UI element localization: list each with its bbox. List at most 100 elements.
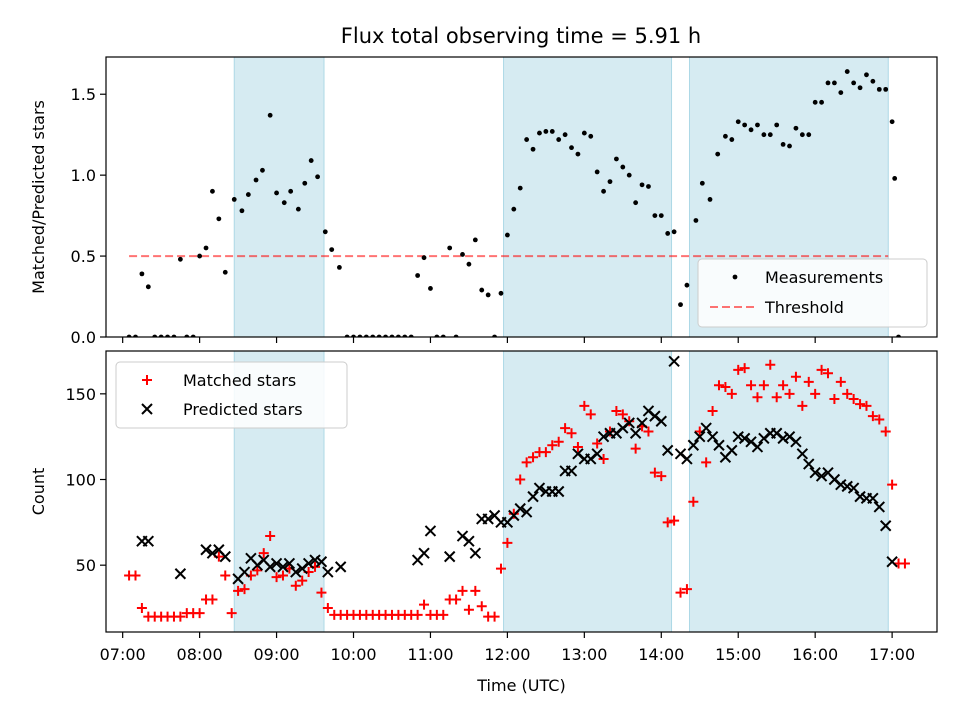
matched-star-marker (322, 603, 333, 614)
y-tick-label: 0.0 (71, 328, 96, 347)
matched-star-marker (528, 452, 539, 463)
legend-measurement-swatch (732, 274, 738, 280)
matched-star-marker (579, 400, 590, 411)
predicted-star-marker (777, 432, 789, 445)
plot-area (124, 351, 910, 632)
measurement-point (302, 180, 308, 186)
observing-window-band (233, 57, 325, 337)
matched-star-marker (675, 587, 686, 598)
measurement-point (556, 137, 562, 142)
measurement-point (639, 182, 645, 188)
predicted-star-marker (463, 535, 475, 547)
matched-star-marker (855, 399, 866, 410)
x-tick-label: 08:00 (177, 645, 223, 664)
measurement-point (253, 177, 259, 183)
matched-star-marker (861, 400, 872, 411)
predicted-star-marker (277, 561, 289, 573)
measurement-point (729, 137, 735, 142)
axes-frame (105, 350, 938, 633)
measurement-point (601, 188, 606, 194)
predicted-star-marker (142, 535, 155, 547)
matched-star-marker (752, 392, 763, 403)
measurement-point (281, 200, 287, 206)
predicted-star-marker (270, 557, 283, 570)
predicted-star-marker (418, 547, 430, 559)
legend-measurements-label: Measurements (765, 268, 883, 287)
measurement-point (735, 119, 741, 125)
legend: Measurements Threshold (697, 258, 928, 328)
y-tick-label: 50 (76, 556, 96, 575)
legend-box (115, 361, 348, 429)
measurement-point (755, 122, 760, 128)
measurement-point (267, 112, 273, 118)
predicted-star-marker (661, 444, 674, 457)
matched-star-marker (547, 440, 558, 451)
y-tick-label: 100 (65, 471, 96, 490)
measurement-point (260, 167, 265, 173)
x-tick-label: 11:00 (407, 645, 453, 664)
measurement-point (844, 69, 850, 74)
legend-matched-swatch (142, 375, 152, 385)
measurement-point (838, 90, 844, 96)
predicted-star-marker (835, 478, 847, 491)
measurement-point (889, 119, 895, 125)
matched-star-marker (194, 608, 205, 619)
matched-star-marker (540, 447, 551, 458)
predicted-star-marker (886, 556, 898, 568)
measurement-point (594, 169, 600, 175)
x-tick-label: 14:00 (638, 645, 684, 664)
matched-star-marker (803, 376, 814, 387)
matched-star-marker (457, 585, 468, 596)
measurement-point (517, 185, 523, 191)
measurement-point (620, 164, 626, 170)
predicted-star-marker (200, 544, 212, 556)
matched-star-marker (790, 371, 801, 382)
count-panel: 50 100 150 07:00 08:00 09:00 10:00 11:00 12:00 13… (29, 350, 938, 695)
predicted-star-marker (668, 355, 680, 367)
measurement-point (479, 287, 485, 293)
measurement-point (787, 143, 792, 149)
predicted-star-marker (809, 466, 821, 479)
measurement-point (832, 80, 837, 86)
measurement-point (626, 172, 632, 178)
predicted-star-marker (424, 525, 437, 537)
measurement-point (742, 122, 748, 128)
measurement-point (723, 133, 728, 139)
predicted-star-marker (206, 547, 219, 559)
predicted-star-marker (552, 485, 565, 498)
x-tick-label: 16:00 (792, 645, 838, 664)
predicted-star-marker (706, 430, 719, 443)
measurement-point (222, 269, 228, 275)
predicted-star-marker (803, 458, 815, 470)
predicted-star-marker (790, 436, 802, 448)
matched-star-marker (412, 609, 423, 620)
measurement-point (421, 255, 427, 261)
predicted-star-marker (655, 415, 667, 427)
matched-star-marker (758, 380, 769, 391)
matched-star-marker (816, 364, 827, 375)
x-tick-label: 10:00 (330, 645, 376, 664)
predicted-star-marker (334, 561, 347, 573)
measurement-point (864, 72, 869, 78)
y-tick-label: 0.5 (71, 247, 96, 266)
measurement-point (245, 192, 251, 197)
measurement-point (607, 179, 613, 185)
measurement-point (511, 206, 517, 212)
observing-window-band (503, 57, 673, 337)
measurement-point (308, 158, 314, 163)
matched-star-marker (585, 409, 596, 420)
x-tick-label: 12:00 (484, 645, 530, 664)
predicted-star-marker (738, 432, 751, 445)
predicted-star-marker (174, 568, 187, 580)
measurement-point (524, 137, 530, 142)
matched-star-marker (662, 517, 673, 528)
measurement-point (485, 292, 491, 298)
measurement-point (203, 245, 209, 251)
predicted-star-marker (565, 465, 578, 477)
measurement-point (870, 78, 876, 84)
measurement-point (139, 271, 145, 277)
predicted-star-marker (726, 444, 738, 457)
matched-star-marker (880, 426, 891, 437)
matched-star-marker (746, 380, 757, 391)
